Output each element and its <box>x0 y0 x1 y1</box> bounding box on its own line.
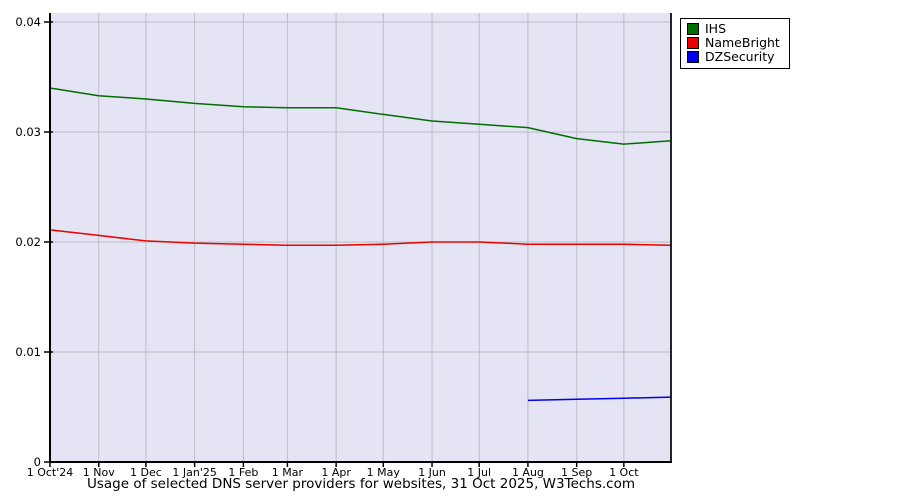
plot-background <box>50 13 671 462</box>
y-tick-label: 0.04 <box>15 15 41 29</box>
legend-item-ihs: IHS <box>687 22 780 36</box>
legend-swatch-namebright-icon <box>687 37 699 49</box>
y-tick-label: 0.01 <box>15 345 41 359</box>
legend: IHS NameBright DZSecurity <box>680 18 790 69</box>
x-tick-label: 1 Feb <box>228 466 258 479</box>
x-tick-label: 1 Aug <box>512 466 544 479</box>
x-tick-label: 1 Jul <box>467 466 491 479</box>
x-tick-label: 1 Jun <box>418 466 446 479</box>
series-line-namebright <box>49 229 672 247</box>
legend-label-dzsecurity: DZSecurity <box>705 49 775 64</box>
legend-swatch-dzsecurity-icon <box>687 51 699 63</box>
series-line-dzsecurity <box>527 396 672 402</box>
x-tick-label: 1 Dec <box>130 466 162 479</box>
y-tick-label: 0 <box>34 455 41 469</box>
x-tick-label: 1 Sep <box>561 466 592 479</box>
legend-swatch-ihs-icon <box>687 23 699 35</box>
legend-label-namebright: NameBright <box>705 35 780 50</box>
x-tick-label: 1 Oct'24 <box>27 466 74 479</box>
chart-caption: Usage of selected DNS server providers f… <box>86 476 636 492</box>
x-tick-label: 1 Nov <box>83 466 115 479</box>
legend-label-ihs: IHS <box>705 21 727 36</box>
x-tick-label: 1 Mar <box>272 466 304 479</box>
x-tick-label: 1 Apr <box>321 466 351 479</box>
series-line-ihs <box>49 87 672 145</box>
x-tick-label: 1 May <box>367 466 401 479</box>
legend-item-dzsecurity: DZSecurity <box>687 50 780 64</box>
x-tick-label: 1 Oct <box>609 466 639 479</box>
legend-item-namebright: NameBright <box>687 36 780 50</box>
y-tick-label: 0.03 <box>15 125 41 139</box>
x-tick-label: 1 Jan'25 <box>172 466 216 479</box>
y-tick-label: 0.02 <box>15 235 41 249</box>
